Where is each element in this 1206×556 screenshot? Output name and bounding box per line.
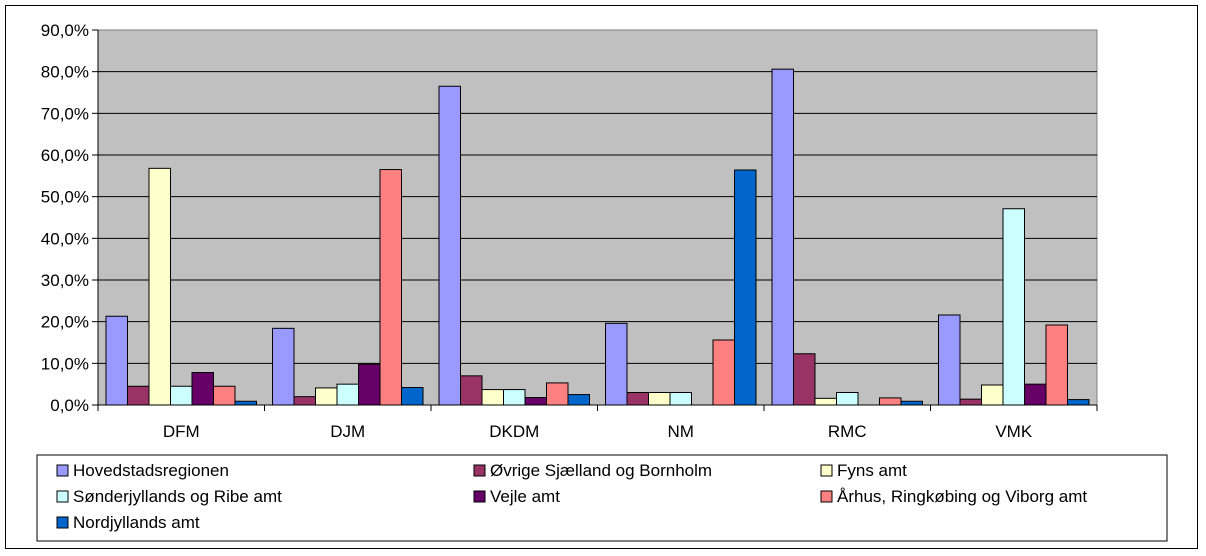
legend: Hovedstadsregionen Øvrige Sjælland og Bor… <box>36 454 1168 542</box>
x-tick-label: DKDM <box>489 422 539 441</box>
bar <box>879 397 902 406</box>
bar <box>481 389 504 406</box>
bar <box>712 339 735 406</box>
legend-label: Nordjyllands amt <box>73 513 200 532</box>
legend-label: Øvrige Sjælland og Bornholm <box>490 461 712 480</box>
bar <box>438 85 461 406</box>
bar <box>191 372 214 406</box>
bar <box>358 363 381 406</box>
bar <box>234 400 257 406</box>
bar <box>293 396 316 406</box>
bar <box>148 167 171 406</box>
legend-swatch <box>820 464 833 477</box>
bar <box>669 392 692 406</box>
legend-swatch <box>56 516 69 529</box>
legend-label: Hovedstadsregionen <box>73 461 229 480</box>
bar <box>836 392 859 406</box>
x-tick-label: DJM <box>330 422 365 441</box>
legend-label: Vejle amt <box>490 487 560 506</box>
y-tick-label: 10,0% <box>41 354 89 373</box>
legend-label: Fyns amt <box>837 461 907 480</box>
bar <box>524 397 547 406</box>
y-tick-label: 0,0% <box>50 396 89 415</box>
y-tick-label: 60,0% <box>41 146 89 165</box>
bar <box>170 385 193 406</box>
y-tick-label: 90,0% <box>41 21 89 40</box>
x-tick-label: VMK <box>995 422 1033 441</box>
bar <box>626 392 649 406</box>
bar <box>1002 208 1025 406</box>
legend-swatch <box>473 490 486 503</box>
bar <box>1067 399 1090 406</box>
bar <box>213 385 236 406</box>
y-tick-label: 40,0% <box>41 229 89 248</box>
bar <box>793 353 816 406</box>
bar <box>567 394 590 406</box>
bar <box>127 385 150 406</box>
bar <box>648 392 671 406</box>
x-tick-label: DFM <box>163 422 200 441</box>
bar <box>959 398 982 406</box>
bar <box>1024 383 1047 406</box>
legend-swatch <box>56 464 69 477</box>
bar <box>315 387 338 406</box>
legend-swatch <box>56 490 69 503</box>
y-tick-label: 20,0% <box>41 313 89 332</box>
bar <box>938 314 961 406</box>
plot-area: 0,0% 10,0% 20,0% 30,0% 40,0% 50,0% 60,0% 70,0% 8… <box>41 21 1098 441</box>
bar <box>1045 324 1068 406</box>
bar <box>105 315 128 406</box>
bar <box>546 382 569 406</box>
legend-box <box>36 454 1168 542</box>
legend-swatch <box>473 464 486 477</box>
bar <box>503 389 526 406</box>
bar <box>336 383 359 406</box>
x-tick-label: RMC <box>828 422 867 441</box>
x-tick-label: NM <box>668 422 694 441</box>
bar <box>379 169 402 406</box>
bar <box>814 397 837 406</box>
bar <box>900 400 923 406</box>
bar <box>605 322 628 406</box>
y-tick-label: 50,0% <box>41 188 89 207</box>
legend-swatch <box>820 490 833 503</box>
legend-label: Århus, Ringkøbing og Viborg amt <box>837 487 1087 506</box>
bar <box>460 375 483 406</box>
y-tick-label: 70,0% <box>41 104 89 123</box>
y-tick-label: 30,0% <box>41 271 89 290</box>
bar <box>401 387 424 406</box>
legend-label: Sønderjyllands og Ribe amt <box>73 487 282 506</box>
bar <box>981 384 1004 406</box>
bar <box>734 169 757 406</box>
bar <box>272 327 295 406</box>
bar <box>771 68 794 406</box>
y-tick-label: 80,0% <box>41 63 89 82</box>
plot-background <box>97 29 1098 406</box>
